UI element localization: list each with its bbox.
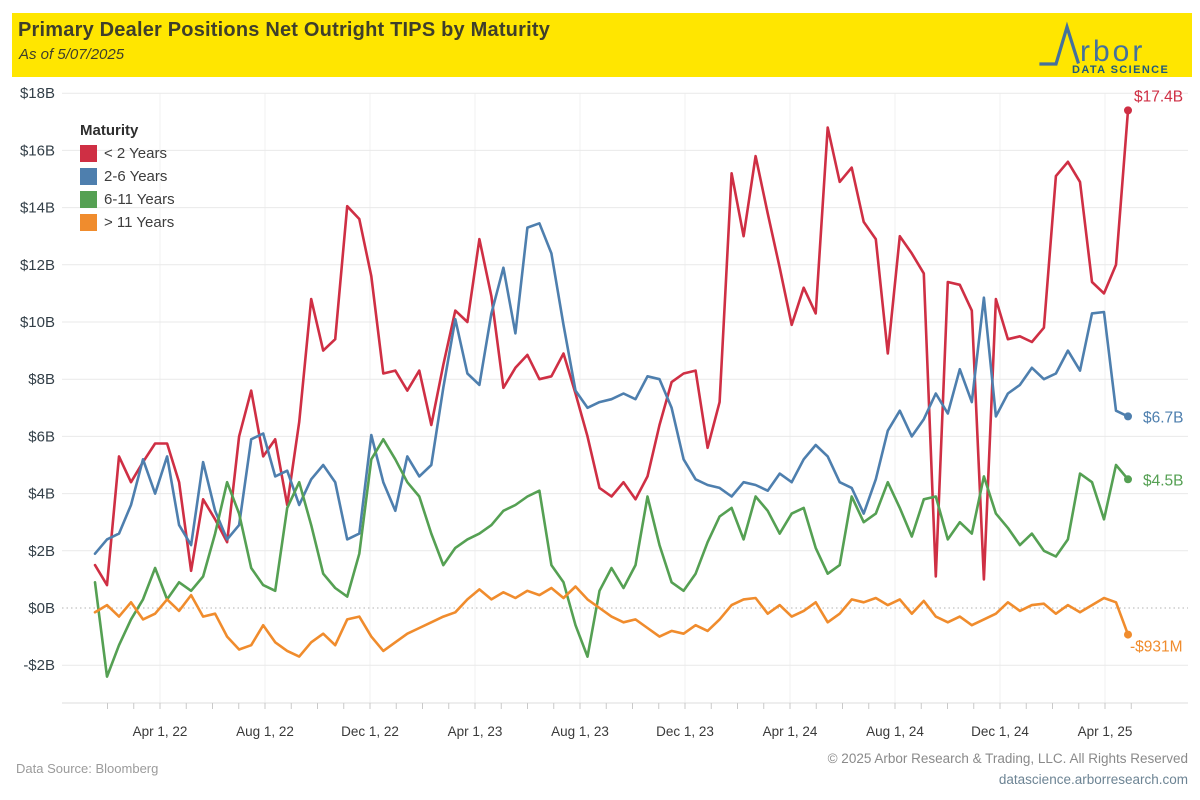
x-axis-tick-label: Dec 1, 22 (341, 724, 399, 739)
series-end-dot-1 (1124, 106, 1132, 115)
series-end-label-3: $4.5B (1143, 472, 1184, 489)
series-end-label-2: $6.7B (1143, 409, 1184, 426)
arbor-logo: rbor DATA SCIENCE (1039, 21, 1169, 75)
footer-right: © 2025 Arbor Research & Trading, LLC. Al… (828, 748, 1188, 790)
legend-title: Maturity (80, 122, 139, 139)
x-axis-tick-label: Apr 1, 23 (448, 724, 503, 739)
legend-items: < 2 Years 2-6 Years 6-11 Years > 11 Years (80, 145, 175, 231)
legend-swatch (80, 168, 97, 185)
legend-label: 2-6 Years (104, 168, 168, 185)
legend-item-1[interactable]: < 2 Years (80, 145, 175, 162)
y-axis-tick-label: $14B (20, 200, 55, 217)
series-end-label-1: $17.4B (1134, 88, 1183, 105)
logo-word: rbor (1080, 35, 1145, 68)
series-end-dot-2 (1124, 412, 1132, 421)
legend-item-2[interactable]: 2-6 Years (80, 168, 175, 185)
y-axis-tick-label: -$2B (23, 657, 55, 674)
legend-item-3[interactable]: 6-11 Years (80, 191, 175, 208)
series-line-2 (93, 222, 1130, 556)
legend-swatch (80, 214, 97, 231)
x-axis-tick-label: Apr 1, 22 (133, 724, 188, 739)
series-end-dot-3 (1124, 475, 1132, 484)
legend-label: < 2 Years (104, 145, 167, 162)
x-axis-tick-label: Aug 1, 24 (866, 724, 924, 739)
x-axis-tick-label: Aug 1, 23 (551, 724, 609, 739)
legend-swatch (80, 145, 97, 162)
series-line-1 (93, 109, 1130, 587)
y-axis-tick-label: $8B (28, 371, 55, 388)
chart-legend: Maturity < 2 Years 2-6 Years 6-11 Years > 1… (80, 122, 175, 237)
y-axis-tick-label: $6B (28, 428, 55, 445)
x-axis-tick-label: Aug 1, 22 (236, 724, 294, 739)
data-source-note: Data Source: Bloomberg (16, 761, 159, 776)
legend-item-4[interactable]: > 11 Years (80, 214, 175, 231)
y-axis-tick-label: $18B (20, 85, 55, 102)
legend-swatch (80, 191, 97, 208)
x-axis-tick-label: Dec 1, 24 (971, 724, 1029, 739)
series-line-4 (93, 585, 1130, 658)
y-axis-tick-label: $0B (28, 600, 55, 617)
series-end-label-4: -$931M (1130, 639, 1183, 656)
x-axis-tick-label: Apr 1, 24 (763, 724, 818, 739)
y-axis-tick-label: $12B (20, 257, 55, 274)
arbor-tree-icon (1039, 21, 1081, 66)
website-link[interactable]: datascience.arborresearch.com (998, 772, 1188, 787)
logo-subtitle: DATA SCIENCE (1072, 64, 1169, 75)
series-end-dot-4 (1124, 630, 1132, 639)
y-axis-tick-label: $10B (20, 314, 55, 331)
y-axis-tick-label: $4B (28, 486, 55, 503)
page-title: Primary Dealer Positions Net Outright TI… (18, 19, 551, 41)
page-subtitle: As of 5/07/2025 (19, 46, 125, 63)
x-axis-tick-label: Apr 1, 25 (1078, 724, 1133, 739)
copyright-text: © 2025 Arbor Research & Trading, LLC. Al… (827, 751, 1188, 766)
header-band: Primary Dealer Positions Net Outright TI… (12, 13, 1192, 77)
legend-label: 6-11 Years (104, 191, 175, 208)
legend-label: > 11 Years (104, 214, 175, 231)
y-axis-tick-label: $16B (20, 142, 55, 159)
y-axis-tick-label: $2B (28, 543, 55, 560)
series-line-3 (93, 437, 1130, 678)
x-axis-tick-label: Dec 1, 23 (656, 724, 714, 739)
